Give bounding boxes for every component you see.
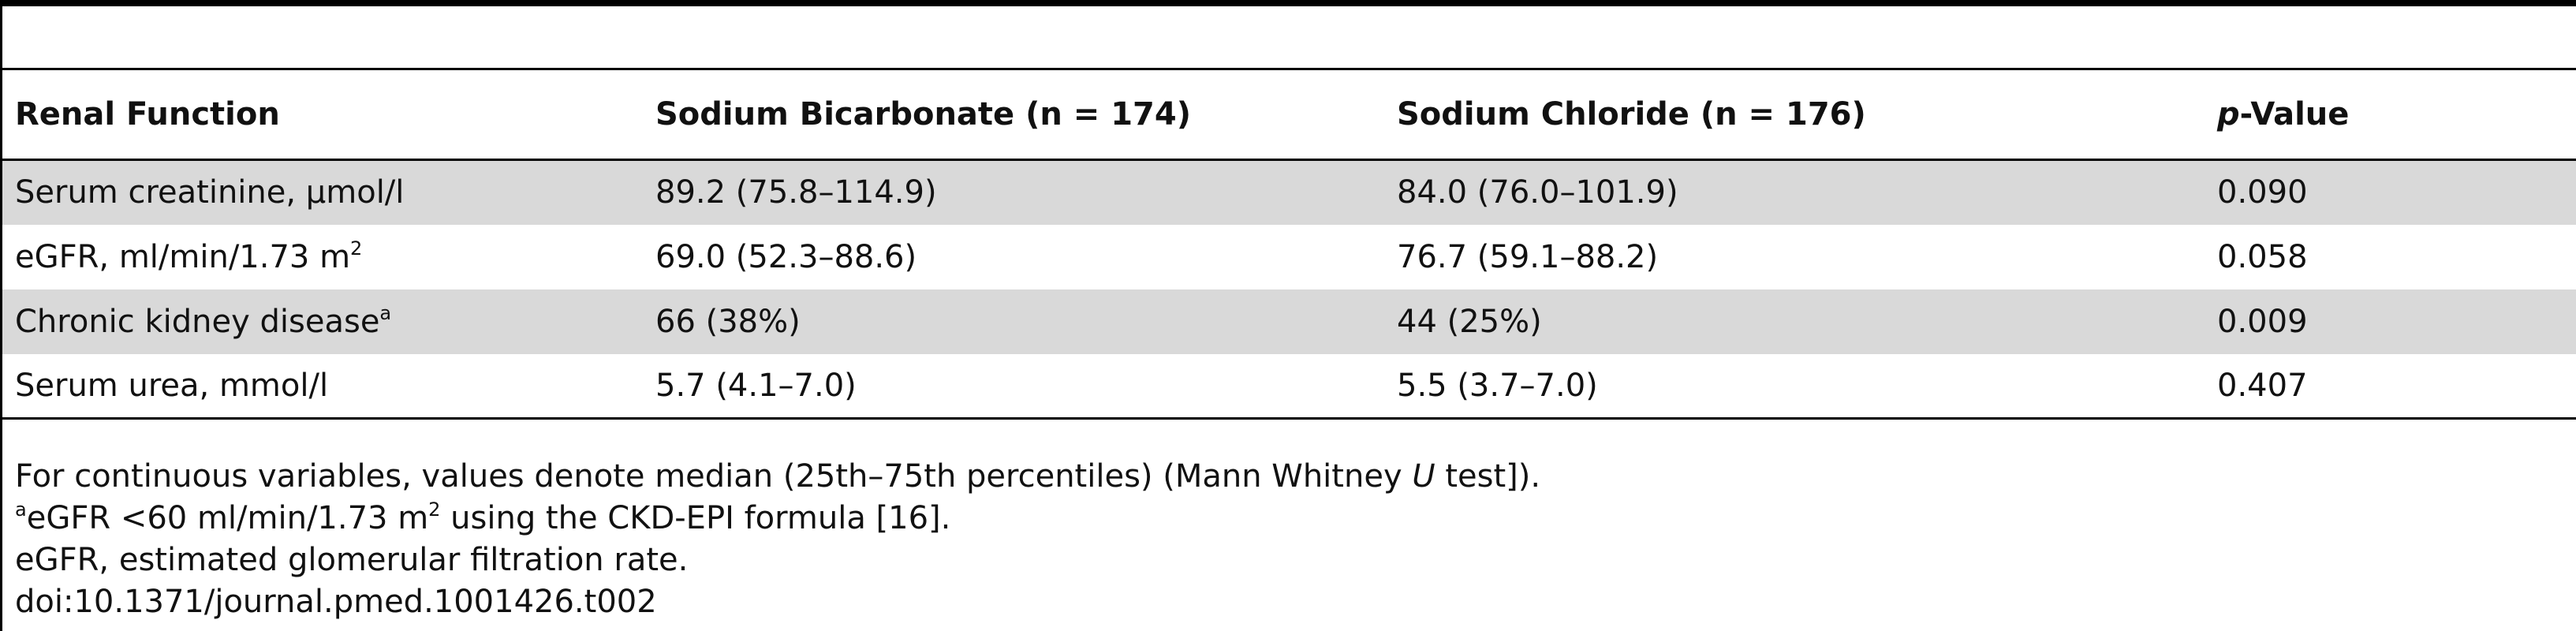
header-p-value: p-Value (2205, 69, 2576, 160)
cell-chloride: 76.7 (59.1–88.2) (1397, 238, 1659, 275)
table-row: Chronic kidney diseasea 66 (38%) 44 (25%… (2, 289, 2576, 354)
row-label: Serum creatinine, µmol/l (2, 160, 643, 225)
top-border-rule (0, 0, 2576, 6)
row-label-text: Serum creatinine, µmol/l (15, 174, 405, 211)
cell-chloride: 44 (25%) (1397, 303, 1542, 340)
cell-p-value: 0.407 (2217, 367, 2308, 404)
header-p-value-italic: p (2217, 96, 2240, 133)
header-sodium-bicarbonate: Sodium Bicarbonate (n = 174) (655, 96, 1192, 133)
cell-bicarbonate: 5.7 (4.1–7.0) (655, 367, 857, 404)
table-row: Serum creatinine, µmol/l 89.2 (75.8–114.… (2, 159, 2576, 225)
footnote-superscript: 2 (428, 498, 441, 521)
renal-function-table: Renal Function Sodium Bicarbonate (n = 1… (2, 68, 2576, 420)
row-label-superscript: 2 (350, 237, 363, 259)
footnote-marker: a (15, 498, 27, 521)
header-renal-function: Renal Function (15, 96, 280, 133)
row-label: eGFR, ml/min/1.73 m2 (2, 225, 643, 289)
row-label-superscript: a (379, 301, 392, 324)
row-label: Chronic kidney diseasea (2, 289, 643, 354)
table-row: eGFR, ml/min/1.73 m2 69.0 (52.3–88.6) 76… (2, 225, 2576, 289)
footnote-italic-u: U (1412, 458, 1435, 495)
cell-bicarbonate: 66 (38%) (655, 303, 801, 340)
table-row: Serum urea, mmol/l 5.7 (4.1–7.0) 5.5 (3.… (2, 354, 2576, 419)
cell-bicarbonate: 69.0 (52.3–88.6) (655, 238, 917, 275)
left-border-rule (0, 0, 2, 631)
footnote-egfr-abbreviation: eGFR, estimated glomerular filtration ra… (15, 542, 689, 578)
footnote-egfr-definition: aeGFR <60 ml/min/1.73 m2 using the CKD-E… (15, 498, 1540, 540)
cell-p-value: 0.090 (2217, 174, 2308, 211)
cell-p-value: 0.058 (2217, 238, 2308, 275)
cell-chloride: 5.5 (3.7–7.0) (1397, 367, 1598, 404)
footnote-text: using the CKD-EPI formula [16]. (440, 500, 951, 536)
row-label-text: eGFR, ml/min/1.73 m (15, 238, 351, 275)
header-sodium-chloride: Sodium Chloride (n = 176) (1397, 96, 1866, 133)
row-label-text: Chronic kidney disease (15, 303, 380, 340)
footnote-text: eGFR <60 ml/min/1.73 m (26, 500, 429, 536)
header-p-value-suffix: -Value (2239, 96, 2350, 133)
table-footnotes: For continuous variables, values denote … (15, 456, 1540, 623)
footnote-text: For continuous variables, values denote … (15, 458, 1413, 495)
table-header-row: Renal Function Sodium Bicarbonate (n = 1… (2, 69, 2576, 160)
footnote-doi: doi:10.1371/journal.pmed.1001426.t002 (15, 584, 657, 620)
cell-p-value: 0.009 (2217, 303, 2308, 340)
footnote-continuous-variables: For continuous variables, values denote … (15, 456, 1540, 498)
row-label-text: Serum urea, mmol/l (15, 367, 329, 404)
cell-chloride: 84.0 (76.0–101.9) (1397, 174, 1678, 211)
row-label: Serum urea, mmol/l (2, 354, 643, 419)
cell-bicarbonate: 89.2 (75.8–114.9) (655, 174, 937, 211)
footnote-text: test]). (1435, 458, 1541, 495)
